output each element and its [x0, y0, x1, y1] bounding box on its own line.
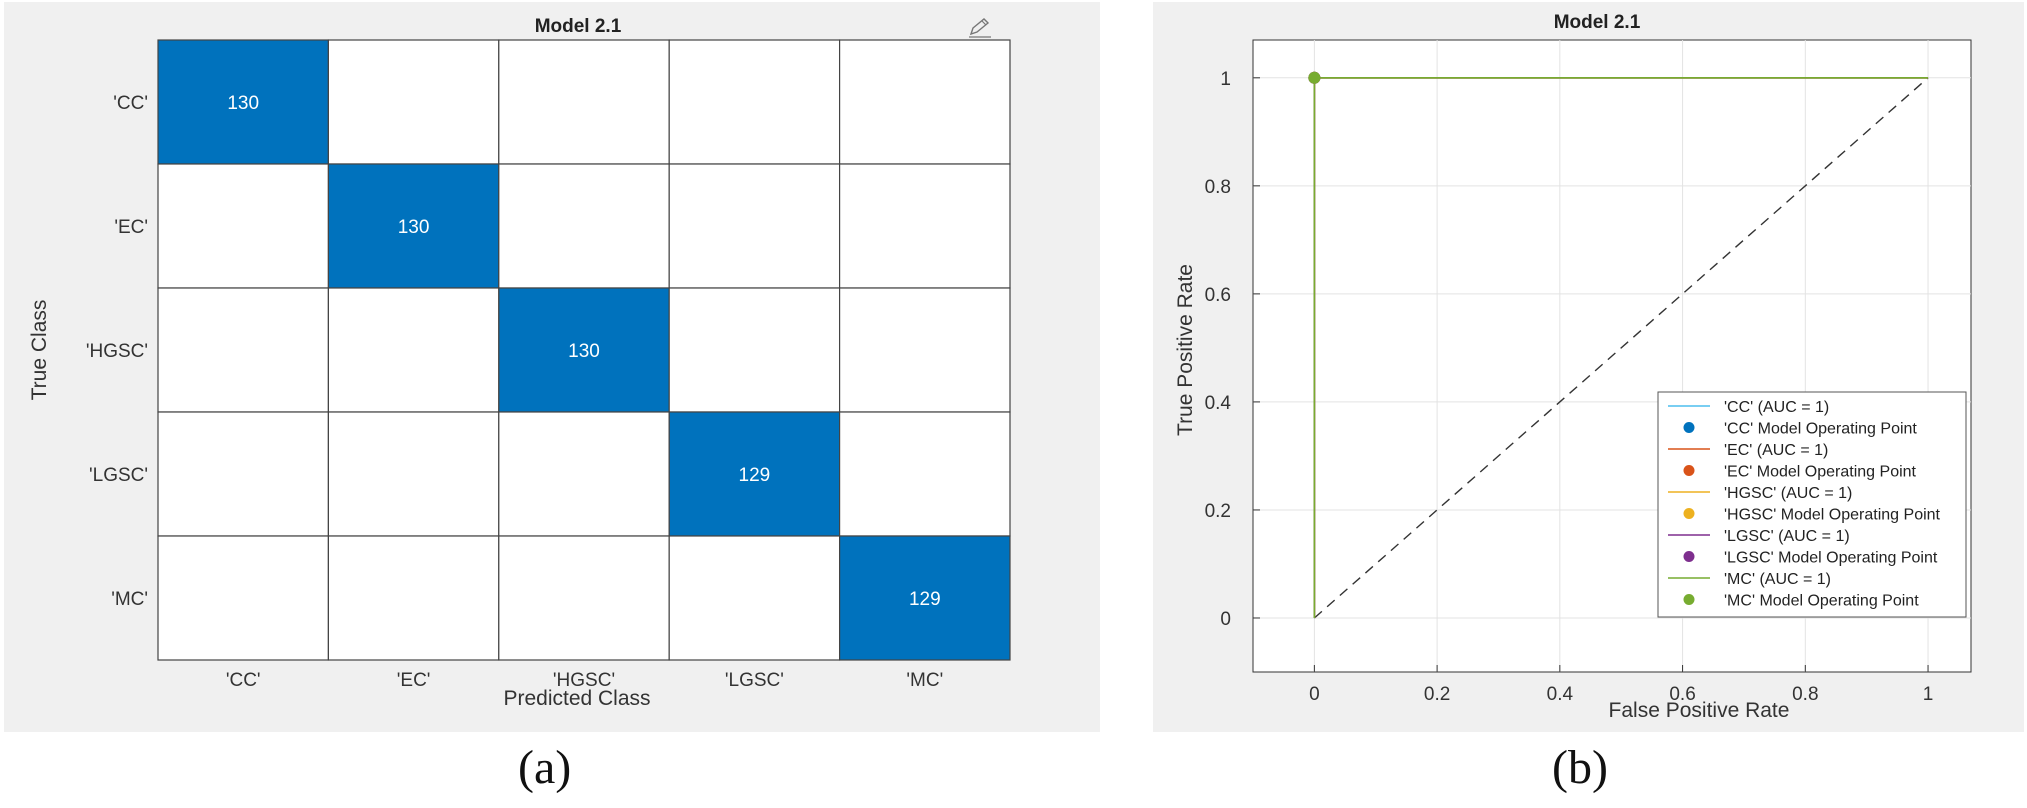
x-tick-label: 'CC': [226, 670, 261, 691]
cell-value: 130: [227, 93, 259, 114]
matrix-cell: [498, 39, 670, 165]
matrix-cell: [157, 535, 329, 661]
y-tick-label: 0.2: [1205, 501, 1231, 522]
matrix-cell: [327, 535, 500, 661]
y-tick-label: 'HGSC': [86, 341, 148, 362]
confusion-matrix-title: Model 2.1: [535, 16, 622, 37]
matrix-cell: [838, 535, 1011, 661]
matrix-cell: [327, 287, 500, 413]
y-tick-label: 'LGSC': [89, 465, 148, 486]
x-tick-label: 'HGSC': [553, 670, 615, 691]
matrix-cell: [668, 287, 841, 413]
y-axis-label: True Positive Rate: [1174, 264, 1197, 436]
x-tick-label: 0.6: [1669, 684, 1695, 705]
y-axis-label: True Class: [28, 300, 51, 401]
y-tick-label: 0.6: [1205, 285, 1231, 306]
matrix-cell: [838, 39, 1011, 165]
roc-title: Model 2.1: [1554, 12, 1641, 33]
y-tick-label: 0.4: [1205, 393, 1232, 414]
x-tick-label: 0.8: [1792, 684, 1818, 705]
cell-value: 130: [568, 341, 600, 362]
matrix-cell: [327, 39, 500, 165]
matrix-cell: [327, 411, 500, 537]
legend-point-swatch: [1683, 465, 1695, 476]
roc-curve-panel: Model 2.1 0 0.2 0.4 0.6 0.8 1 0 0.2 0.4 0.6 0.8 1 F…: [1153, 2, 2024, 732]
matrix-cell: [838, 411, 1011, 537]
matrix-cell: [498, 287, 670, 413]
legend-point-swatch: [1683, 422, 1695, 433]
matrix-cell: [157, 287, 329, 413]
caption-b: (b): [1552, 741, 1608, 794]
matrix-cell: [668, 39, 841, 165]
matrix-cell: [498, 411, 670, 537]
legend-point-swatch: [1683, 551, 1695, 562]
legend-label: 'EC' (AUC = 1): [1724, 442, 1828, 459]
legend-point-swatch: [1683, 508, 1695, 519]
x-tick-label: 0.2: [1424, 684, 1450, 705]
legend: 'CC' (AUC = 1) 'CC' Model Operating Point…: [1657, 391, 1967, 618]
legend-label: 'LGSC' (AUC = 1): [1724, 528, 1850, 545]
legend-label: 'HGSC' (AUC = 1): [1724, 485, 1852, 502]
x-tick-label: 1: [1923, 684, 1934, 705]
legend-label: 'HGSC' Model Operating Point: [1724, 507, 1941, 524]
matrix-cell: [668, 535, 841, 661]
matrix-cell: [157, 39, 329, 165]
legend-label: 'LGSC' Model Operating Point: [1724, 550, 1938, 567]
legend-label: 'CC' Model Operating Point: [1724, 421, 1917, 438]
caption-a: (a): [518, 741, 572, 794]
y-tick-label: 'EC': [114, 217, 148, 238]
matrix-cell: [838, 163, 1011, 289]
x-axis-label: Predicted Class: [503, 687, 650, 710]
y-tick-label: 0: [1220, 609, 1231, 630]
matrix-cell: [498, 535, 670, 661]
x-tick-label: 'MC': [906, 670, 943, 691]
cell-value: 129: [909, 589, 941, 610]
matrix-cell: [498, 163, 670, 289]
legend-box: [1657, 391, 1967, 618]
x-tick-label: 0.4: [1547, 684, 1574, 705]
matrix-cell: [668, 411, 841, 537]
y-tick-label: 1: [1220, 69, 1231, 90]
matrix-cell: [157, 163, 329, 289]
x-axis-label: False Positive Rate: [1609, 699, 1790, 722]
chance-diagonal-line: [1313, 77, 1929, 619]
matrix-cell: [327, 163, 500, 289]
y-tick-label: 'MC': [111, 589, 148, 610]
edit-pen-icon[interactable]: [969, 18, 991, 38]
y-tick-label: 0.8: [1205, 177, 1231, 198]
legend-label: 'MC' Model Operating Point: [1724, 593, 1919, 610]
matrix-cell: [668, 163, 841, 289]
cell-value: 130: [398, 217, 430, 238]
matrix-cell: [838, 287, 1011, 413]
confusion-matrix-panel: Model 2.1 130 130 130 129 129 'CC' 'CC' 'EC' 'EC…: [4, 2, 1100, 732]
cell-value: 129: [739, 465, 771, 486]
matrix-cell: [157, 411, 329, 537]
legend-label: 'EC' Model Operating Point: [1724, 464, 1917, 481]
x-tick-label: 'EC': [397, 670, 431, 691]
x-tick-label: 'LGSC': [725, 670, 784, 691]
legend-label: 'MC' (AUC = 1): [1724, 571, 1831, 588]
x-tick-label: 0: [1309, 684, 1320, 705]
legend-label: 'CC' (AUC = 1): [1724, 399, 1829, 416]
y-tick-label: 'CC': [113, 93, 148, 114]
legend-point-swatch: [1683, 594, 1695, 605]
confusion-matrix-chart: Model 2.1 130 130 130 129 129 'CC' 'CC' 'EC' 'EC…: [28, 16, 1011, 710]
roc-chart: Model 2.1 0 0.2 0.4 0.6 0.8 1 0 0.2 0.4 0.6 0.8 1 F…: [1174, 12, 1972, 722]
operating-point: [1308, 71, 1321, 84]
